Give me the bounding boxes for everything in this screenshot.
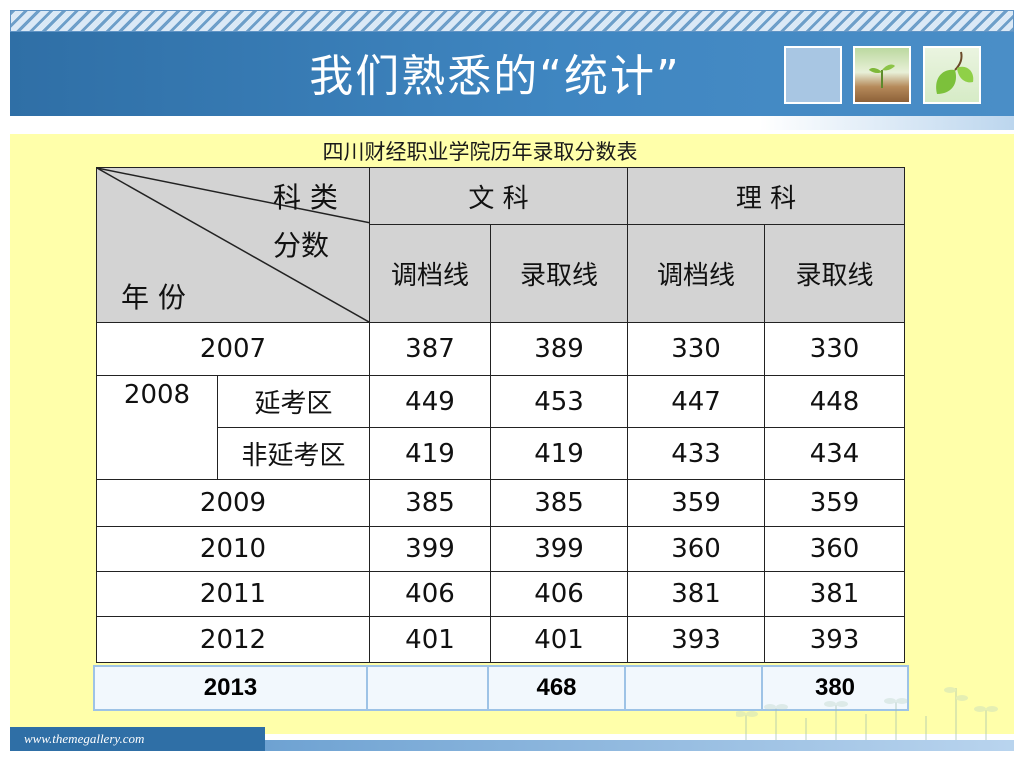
value-cell: 447 bbox=[627, 375, 766, 428]
region-cell: 延考区 bbox=[217, 375, 370, 428]
subheader-liberal-arts-transfer-line: 调档线 bbox=[369, 224, 491, 323]
value-cell: 419 bbox=[489, 427, 629, 480]
value-cell: 406 bbox=[489, 571, 629, 617]
group-header-liberal-arts: 文 科 bbox=[368, 167, 629, 225]
value-cell: 399 bbox=[489, 526, 629, 572]
value-cell: 453 bbox=[489, 375, 629, 428]
value-cell: 381 bbox=[627, 571, 766, 617]
value-cell: 434 bbox=[764, 427, 906, 480]
value-cell: 359 bbox=[627, 479, 766, 527]
score-table: 科 类 分数 年 份 文 科 理 科 调档线 录取线 调档线 录取线 2007 … bbox=[96, 167, 906, 663]
leaf-image bbox=[923, 46, 981, 104]
value-cell-2013: 468 bbox=[487, 665, 626, 711]
year-cell: 2012 bbox=[96, 616, 370, 663]
value-cell: 449 bbox=[369, 375, 491, 428]
value-cell: 385 bbox=[369, 479, 491, 527]
footer-bar-left bbox=[10, 727, 265, 751]
year-cell: 2010 bbox=[96, 526, 370, 572]
decorative-plants bbox=[736, 687, 998, 740]
year-cell: 2008 bbox=[96, 375, 218, 480]
header-score-label: 分数 bbox=[273, 229, 330, 262]
value-cell-2013: 380 bbox=[761, 665, 909, 711]
row-2013-table: 2013 468 380 bbox=[93, 665, 909, 711]
year-cell-2013: 2013 bbox=[93, 665, 368, 711]
value-cell-2013 bbox=[366, 665, 489, 711]
value-cell: 433 bbox=[627, 427, 766, 480]
value-cell: 381 bbox=[764, 571, 906, 617]
value-cell: 393 bbox=[764, 616, 906, 663]
value-cell: 359 bbox=[764, 479, 906, 527]
value-cell: 401 bbox=[489, 616, 629, 663]
slide-title: 我们熟悉的“统计” bbox=[309, 51, 681, 102]
footer-bar-right bbox=[265, 740, 1014, 751]
header-year-label: 年 份 bbox=[121, 281, 186, 314]
table-row: 非延考区 419 419 433 434 bbox=[97, 427, 906, 480]
sprout-image bbox=[853, 46, 911, 104]
value-cell: 393 bbox=[627, 616, 766, 663]
value-cell: 401 bbox=[369, 616, 491, 663]
year-cell: 2009 bbox=[96, 479, 370, 527]
value-cell: 385 bbox=[489, 479, 629, 527]
table-row: 2009 385 385 359 359 bbox=[96, 479, 906, 527]
top-decorative-stripe bbox=[10, 10, 1014, 32]
year-cell: 2007 bbox=[96, 322, 370, 376]
value-cell: 330 bbox=[627, 322, 766, 376]
table-row: 2010 399 399 360 360 bbox=[96, 526, 906, 572]
value-cell-2013 bbox=[624, 665, 763, 711]
table-row: 2007 387 389 330 330 bbox=[96, 322, 906, 376]
footer-url: www.themegallery.com bbox=[24, 731, 145, 746]
value-cell: 419 bbox=[369, 427, 491, 480]
value-cell: 360 bbox=[627, 526, 766, 572]
table-caption: 四川财经职业学院历年录取分数表 bbox=[322, 140, 638, 164]
value-cell: 406 bbox=[369, 571, 491, 617]
table-row: 2011 406 406 381 381 bbox=[96, 571, 906, 617]
header-category-label: 科 类 bbox=[273, 181, 338, 214]
value-cell: 330 bbox=[764, 322, 906, 376]
group-header-science: 理 科 bbox=[627, 167, 906, 225]
subheader-science-admission-line: 录取线 bbox=[764, 224, 906, 323]
year-cell: 2011 bbox=[96, 571, 370, 617]
table-row: 2012 401 401 393 393 bbox=[96, 616, 906, 663]
table-row: 2008 延考区 449 453 447 448 bbox=[96, 375, 906, 480]
value-cell: 360 bbox=[764, 526, 906, 572]
title-underline-accent bbox=[760, 116, 1014, 130]
region-cell: 非延考区 bbox=[217, 427, 370, 480]
subheader-liberal-arts-admission-line: 录取线 bbox=[489, 224, 629, 323]
decorative-tile-plain bbox=[784, 46, 842, 104]
subheader-science-transfer-line: 调档线 bbox=[627, 224, 766, 323]
value-cell: 389 bbox=[489, 322, 629, 376]
value-cell: 387 bbox=[369, 322, 491, 376]
value-cell: 448 bbox=[764, 375, 906, 428]
value-cell: 399 bbox=[369, 526, 491, 572]
diagonal-header-cell: 科 类 分数 年 份 bbox=[96, 167, 370, 323]
title-bar bbox=[10, 32, 1014, 116]
